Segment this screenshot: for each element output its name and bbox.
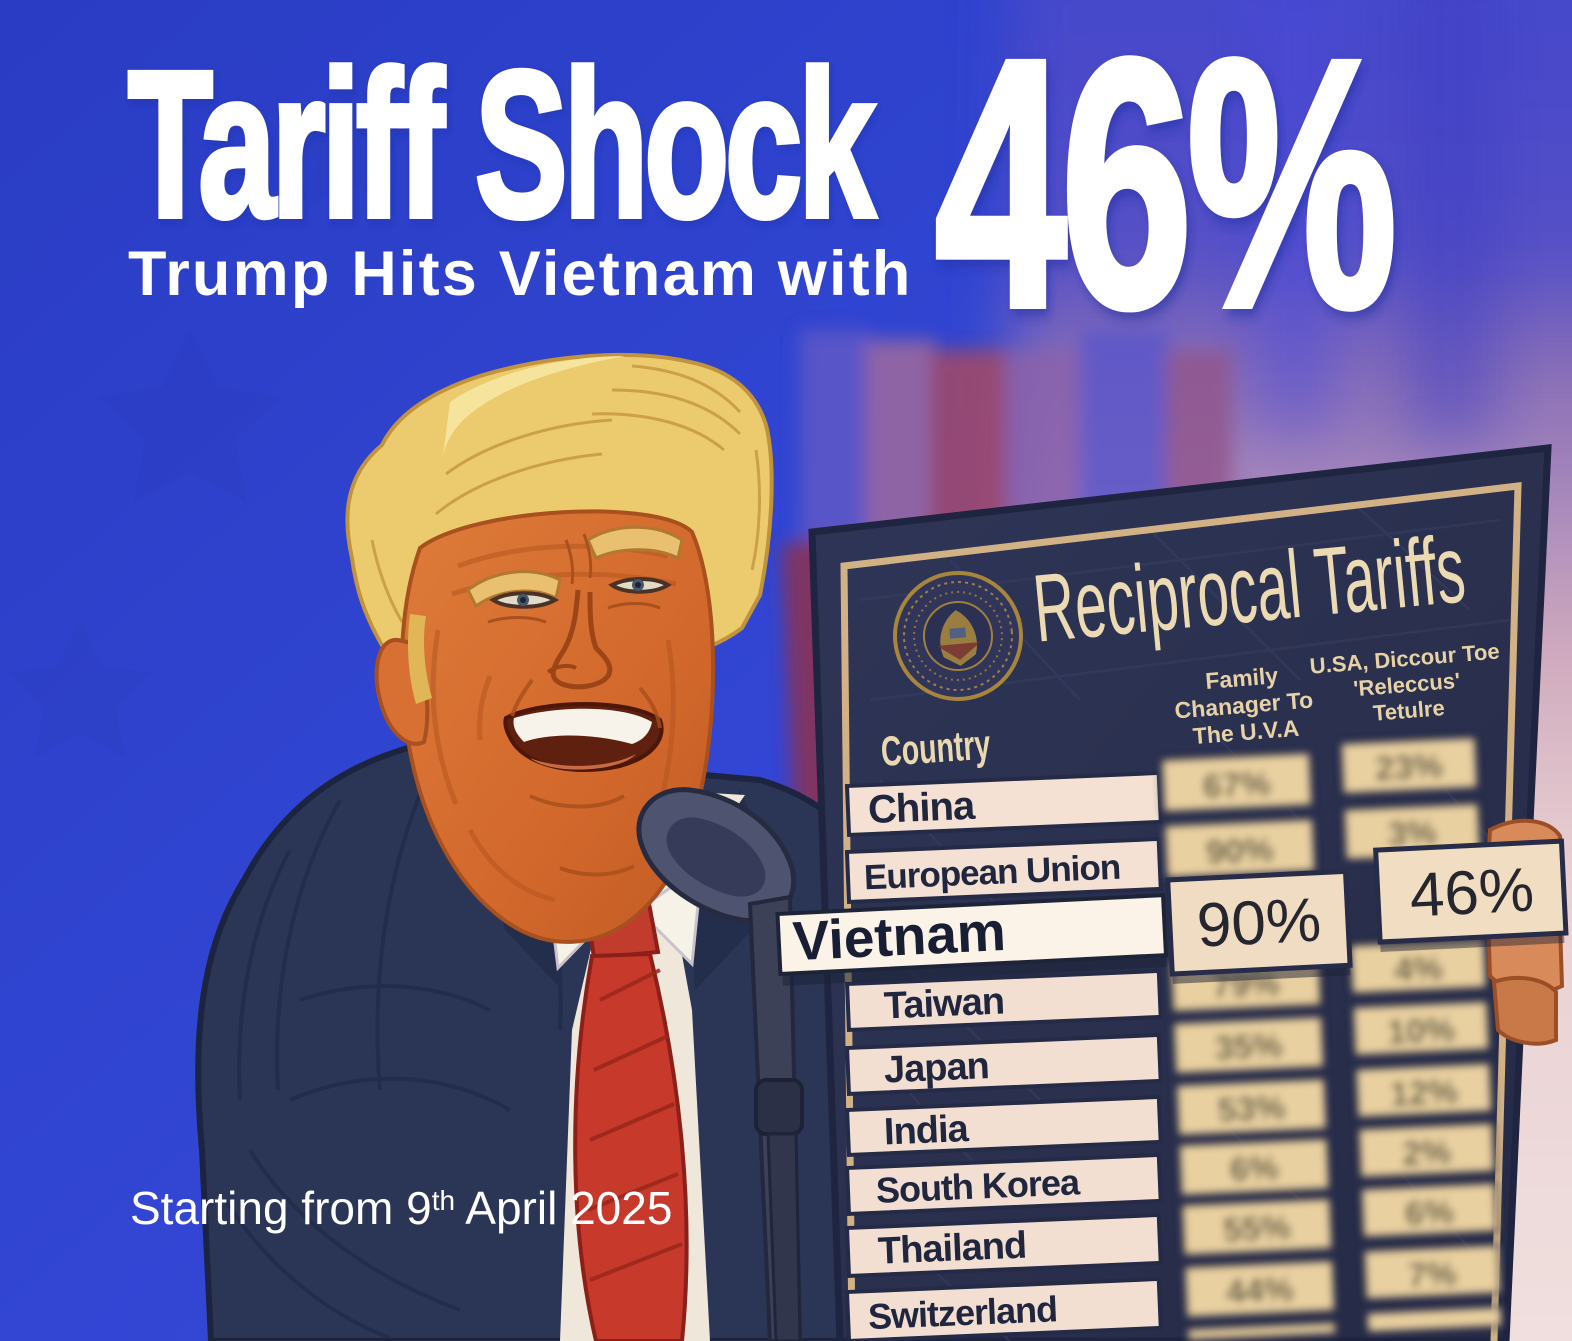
svg-text:46%: 46% xyxy=(1408,856,1535,931)
svg-text:Trump Hits Vietnam with: Trump Hits Vietnam with xyxy=(128,239,913,309)
svg-text:6%: 6% xyxy=(1404,1193,1455,1233)
svg-text:Switzerland: Switzerland xyxy=(867,1288,1058,1337)
svg-text:Japan: Japan xyxy=(883,1045,989,1091)
svg-text:35%: 35% xyxy=(1214,1027,1284,1068)
svg-text:India: India xyxy=(883,1108,970,1154)
svg-text:Thailand: Thailand xyxy=(877,1225,1027,1273)
svg-text:44%: 44% xyxy=(1225,1270,1295,1311)
svg-text:67%: 67% xyxy=(1202,765,1272,806)
svg-text:China: China xyxy=(867,784,977,832)
svg-text:Country: Country xyxy=(879,720,992,775)
svg-text:Family: Family xyxy=(1204,662,1279,694)
svg-text:90%: 90% xyxy=(1205,831,1275,872)
svg-text:Tetulre: Tetulre xyxy=(1372,695,1445,726)
svg-text:53%: 53% xyxy=(1217,1089,1287,1130)
svg-text:7%: 7% xyxy=(1407,1255,1458,1295)
svg-text:2%: 2% xyxy=(1401,1133,1452,1173)
svg-text:4%: 4% xyxy=(1393,949,1444,989)
svg-text:46%: 46% xyxy=(935,0,1394,380)
svg-text:23%: 23% xyxy=(1374,747,1444,788)
svg-text:South Korea: South Korea xyxy=(875,1161,1082,1211)
svg-text:Starting from 9th April 2025: Starting from 9th April 2025 xyxy=(130,1182,672,1234)
svg-text:90%: 90% xyxy=(1195,886,1322,961)
svg-text:55%: 55% xyxy=(1222,1208,1292,1249)
svg-text:Taiwan: Taiwan xyxy=(883,980,1005,1027)
svg-text:Tariff Shock: Tariff Shock xyxy=(128,29,876,261)
svg-text:6%: 6% xyxy=(1229,1149,1280,1189)
svg-text:10%: 10% xyxy=(1386,1011,1456,1052)
svg-text:12%: 12% xyxy=(1389,1073,1459,1114)
svg-text:Vietnam: Vietnam xyxy=(791,900,1007,972)
